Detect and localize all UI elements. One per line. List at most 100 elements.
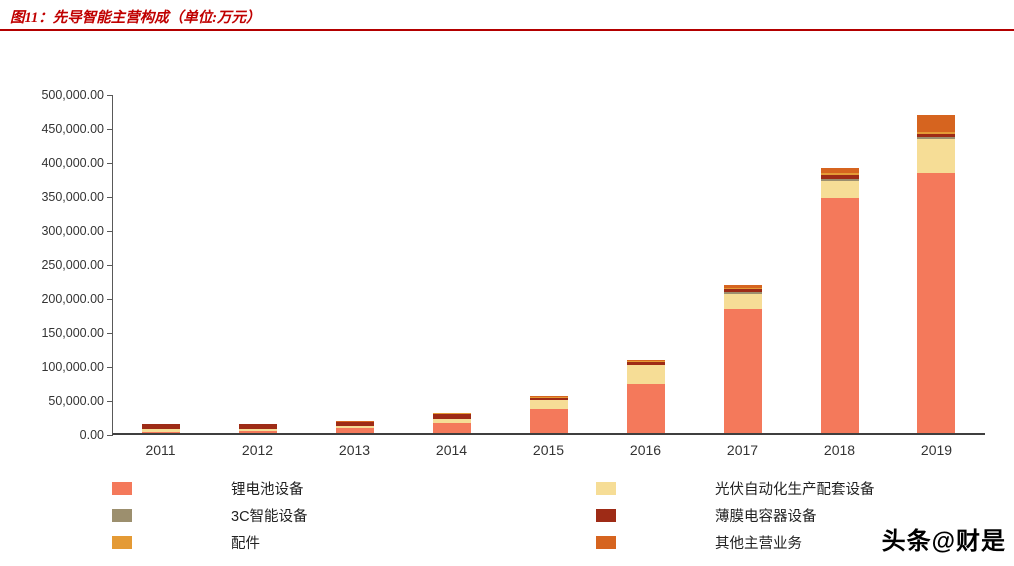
- bar-2017: [723, 284, 762, 433]
- bar-segment: [529, 396, 568, 398]
- legend-label: 配件: [231, 536, 260, 552]
- legend-swatch: [112, 509, 132, 522]
- y-axis-tick: [107, 435, 113, 436]
- chart-legend: 锂电池设备 光伏自动化生产配套设备 3C智能设备 薄膜电容器设备配件 其他主营业务: [112, 479, 992, 552]
- bar-segment: [820, 173, 859, 176]
- legend-item: 其他主营业务: [596, 533, 992, 552]
- bar-segment: [917, 136, 956, 140]
- bar-segment: [142, 424, 181, 429]
- bar-segment: [917, 133, 956, 137]
- bar-segment: [626, 359, 665, 362]
- bar-2018: [820, 167, 859, 433]
- bar-segment: [723, 292, 762, 295]
- legend-item: 配件: [112, 533, 596, 552]
- bar-segment: [723, 284, 762, 288]
- y-axis-tick: [107, 95, 113, 96]
- legend-swatch: [112, 536, 132, 549]
- bar-segment: [433, 413, 472, 419]
- legend-swatch: [596, 482, 616, 495]
- bar-segment: [529, 396, 568, 397]
- bar-columns: [113, 95, 985, 433]
- y-axis-tick: [107, 129, 113, 130]
- y-axis-label: 450,000.00: [41, 122, 104, 136]
- y-axis-tick: [107, 333, 113, 334]
- y-axis-label: 0.00: [79, 428, 104, 442]
- plot-area: [107, 95, 985, 436]
- bar-2013: [336, 421, 375, 433]
- legend-swatch: [596, 536, 616, 549]
- x-axis-label: 2016: [629, 442, 662, 458]
- y-axis-tick: [107, 163, 113, 164]
- bar-segment: [917, 131, 956, 134]
- legend-item: 光伏自动化生产配套设备: [596, 479, 992, 498]
- y-axis-label: 150,000.00: [41, 326, 104, 340]
- bar-segment: [820, 167, 859, 174]
- bar-segment: [142, 428, 181, 432]
- y-axis-tick: [107, 197, 113, 198]
- bar-segment: [820, 179, 859, 182]
- bar-2019: [917, 114, 956, 433]
- legend-swatch: [112, 482, 132, 495]
- bar-2014: [433, 412, 472, 433]
- bar-segment: [142, 431, 181, 433]
- bar-2012: [239, 423, 278, 433]
- y-axis: 500,000.00 450,000.00 400,000.00 350,000.00…: [0, 88, 104, 442]
- x-axis-label: 2013: [338, 442, 371, 458]
- x-axis-label: 2012: [241, 442, 274, 458]
- bar-segment: [239, 428, 278, 431]
- bar-segment: [917, 139, 956, 174]
- bar-segment: [820, 198, 859, 433]
- y-axis-label: 500,000.00: [41, 88, 104, 102]
- bar-segment: [723, 287, 762, 289]
- bar-segment: [626, 362, 665, 366]
- legend-item: 锂电池设备: [112, 479, 596, 498]
- bar-segment: [239, 430, 278, 433]
- legend-item: 薄膜电容器设备: [596, 506, 992, 525]
- bar-segment: [529, 409, 568, 433]
- y-axis-label: 400,000.00: [41, 156, 104, 170]
- bar-segment: [626, 361, 665, 363]
- legend-swatch: [596, 509, 616, 522]
- legend-label: 3C智能设备: [231, 509, 308, 525]
- y-axis-label: 300,000.00: [41, 224, 104, 238]
- watermark: 头条@财是: [881, 528, 1006, 555]
- x-axis-label: 2017: [726, 442, 759, 458]
- bar-segment: [820, 175, 859, 180]
- y-axis-label: 100,000.00: [41, 360, 104, 374]
- bar-segment: [529, 397, 568, 401]
- bar-2011: [142, 423, 181, 433]
- bar-segment: [433, 413, 472, 414]
- bar-segment: [723, 309, 762, 433]
- y-axis-label: 250,000.00: [41, 258, 104, 272]
- bar-segment: [529, 400, 568, 410]
- legend-item: 3C智能设备: [112, 506, 596, 525]
- bar-segment: [336, 427, 375, 433]
- bar-segment: [723, 294, 762, 310]
- bar-segment: [336, 425, 375, 428]
- bar-segment: [723, 288, 762, 293]
- bar-segment: [433, 422, 472, 433]
- x-axis-label: 2015: [532, 442, 565, 458]
- x-axis: 2011 2012 2013 2014 2015 2016 2017 2018 2019: [112, 442, 985, 458]
- figure-header: 图11：先导智能主营构成（单位:万元）: [0, 0, 1014, 31]
- y-axis-tick: [107, 265, 113, 266]
- legend-label: 锂电池设备: [231, 482, 304, 498]
- bar-segment: [336, 422, 375, 426]
- bar-segment: [626, 365, 665, 385]
- x-axis-label: 2019: [920, 442, 953, 458]
- x-axis-label: 2011: [145, 442, 176, 458]
- y-axis-tick: [107, 299, 113, 300]
- x-axis-label: 2014: [435, 442, 468, 458]
- y-axis-tick: [107, 367, 113, 368]
- y-axis-tick: [107, 231, 113, 232]
- y-axis-label: 50,000.00: [48, 394, 104, 408]
- bar-segment: [820, 181, 859, 199]
- bar-segment: [917, 114, 956, 132]
- legend-label: 光伏自动化生产配套设备: [715, 482, 875, 498]
- y-axis-tick: [107, 401, 113, 402]
- bar-segment: [626, 384, 665, 433]
- x-axis-label: 2018: [823, 442, 856, 458]
- bar-segment: [433, 418, 472, 423]
- figure-title: 图11：先导智能主营构成（单位:万元）: [10, 10, 261, 26]
- legend-label: 薄膜电容器设备: [715, 509, 817, 525]
